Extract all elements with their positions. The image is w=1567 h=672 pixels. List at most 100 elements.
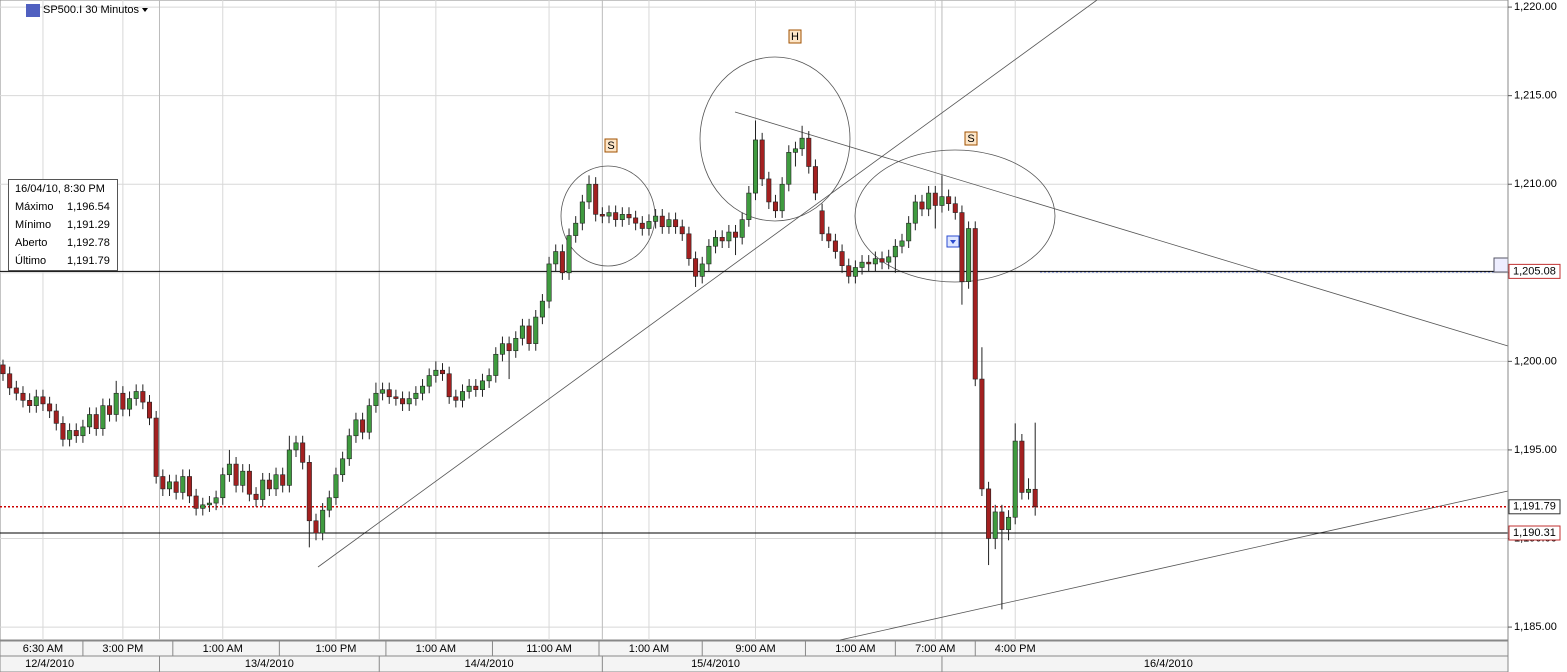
candle-body <box>33 396 39 406</box>
candle-body <box>373 392 379 406</box>
price-label: 1,191.79 <box>1513 501 1556 513</box>
candle-body <box>772 201 778 212</box>
candle-body <box>579 201 585 224</box>
candle-body <box>326 497 332 511</box>
candle-body <box>812 166 818 194</box>
candle-body <box>380 389 386 394</box>
order-icon-arrow <box>950 240 956 244</box>
candle-body <box>986 488 992 539</box>
candle-body <box>133 391 139 399</box>
x-tick-label: 1:00 AM <box>629 643 669 655</box>
price-label-box <box>1508 499 1561 515</box>
candle-body <box>926 192 932 210</box>
candle-body <box>466 385 472 392</box>
candle-body <box>333 474 339 499</box>
candle-body <box>200 504 206 509</box>
x-tick-label: 6:30 AM <box>23 643 63 655</box>
candle-body <box>93 414 99 429</box>
candle-body <box>919 201 925 210</box>
candle-body <box>413 392 419 399</box>
candle-body <box>313 520 319 534</box>
candle-body <box>426 375 432 387</box>
candle-body <box>1006 516 1012 530</box>
candle-body <box>20 392 26 401</box>
candle-body <box>306 462 312 522</box>
candle-body <box>533 316 539 344</box>
candle-body <box>433 369 439 376</box>
candle-body <box>360 419 366 433</box>
candle-body <box>766 178 772 203</box>
candle-body <box>999 511 1005 530</box>
candle-body <box>320 509 326 534</box>
candle-body <box>786 152 792 185</box>
circle-marker <box>699 56 851 222</box>
candle-body <box>193 495 199 509</box>
chart-title[interactable]: SP500.I 30 Minutos <box>43 4 140 16</box>
candle-body <box>892 245 898 258</box>
candle-body <box>113 392 119 415</box>
candle-body <box>792 148 798 153</box>
candle-body <box>340 458 346 476</box>
dropdown-arrow[interactable] <box>142 8 148 12</box>
candle-body <box>606 212 612 217</box>
candle-body <box>779 183 785 212</box>
symbol-icon <box>26 4 40 17</box>
candle-body <box>739 219 745 238</box>
trend-line <box>839 490 1509 641</box>
y-tick-label: 1,220.00 <box>1514 1 1557 13</box>
alert-icon[interactable] <box>1493 257 1509 273</box>
candle-body <box>7 373 13 389</box>
candle-body <box>120 392 126 410</box>
trend-line <box>734 111 1509 347</box>
candle-body <box>633 217 639 224</box>
candle-body <box>147 401 153 419</box>
annotation-box <box>604 138 618 153</box>
candle-body <box>846 265 852 277</box>
candle-body <box>226 463 232 476</box>
candles <box>0 120 1038 610</box>
x-tick-label: 9:00 AM <box>735 643 775 655</box>
candle-body <box>107 405 113 415</box>
candle-body <box>666 219 672 228</box>
y-axis-labels: 1,185.001,190.001,195.001,200.001,205.00… <box>1508 1 1561 633</box>
candle-body <box>866 261 872 265</box>
candle-body <box>166 481 172 490</box>
candle-body <box>539 300 545 318</box>
date-label: 13/4/2010 <box>245 658 294 670</box>
candle-body <box>186 476 192 497</box>
candle-body <box>1032 488 1038 508</box>
candle-body <box>87 414 93 428</box>
info-value: 1,192.78 <box>67 237 110 249</box>
candle-body <box>733 231 739 238</box>
candle-body <box>366 405 372 433</box>
date-label: 12/4/2010 <box>25 658 74 670</box>
candle-body <box>173 481 179 493</box>
candle-body <box>220 474 226 499</box>
annotation: S <box>967 133 974 145</box>
candle-body <box>593 183 599 215</box>
candle-body <box>879 258 885 263</box>
x-tick-label: 1:00 AM <box>835 643 875 655</box>
candle-body <box>599 214 605 217</box>
candle-body <box>0 364 6 375</box>
candle-body <box>346 435 352 460</box>
x-tick-label: 1:00 PM <box>315 643 356 655</box>
candle-body <box>566 235 572 274</box>
info-label: Último <box>15 255 47 267</box>
candle-body <box>619 214 625 220</box>
candle-body <box>832 240 838 252</box>
candle-body <box>806 137 812 167</box>
candle-body <box>659 215 665 228</box>
candle-body <box>73 430 79 437</box>
y-tick-label: 1,195.00 <box>1514 444 1557 456</box>
candle-body <box>160 476 166 490</box>
annotation: H <box>791 31 799 43</box>
x-tick-label: 4:00 PM <box>995 643 1036 655</box>
circle-marker <box>854 149 1056 283</box>
candle-body <box>506 343 512 352</box>
candle-body <box>519 325 525 339</box>
trend-line <box>317 0 1098 568</box>
candle-body <box>67 430 73 440</box>
x-tick-label: 1:00 AM <box>416 643 456 655</box>
